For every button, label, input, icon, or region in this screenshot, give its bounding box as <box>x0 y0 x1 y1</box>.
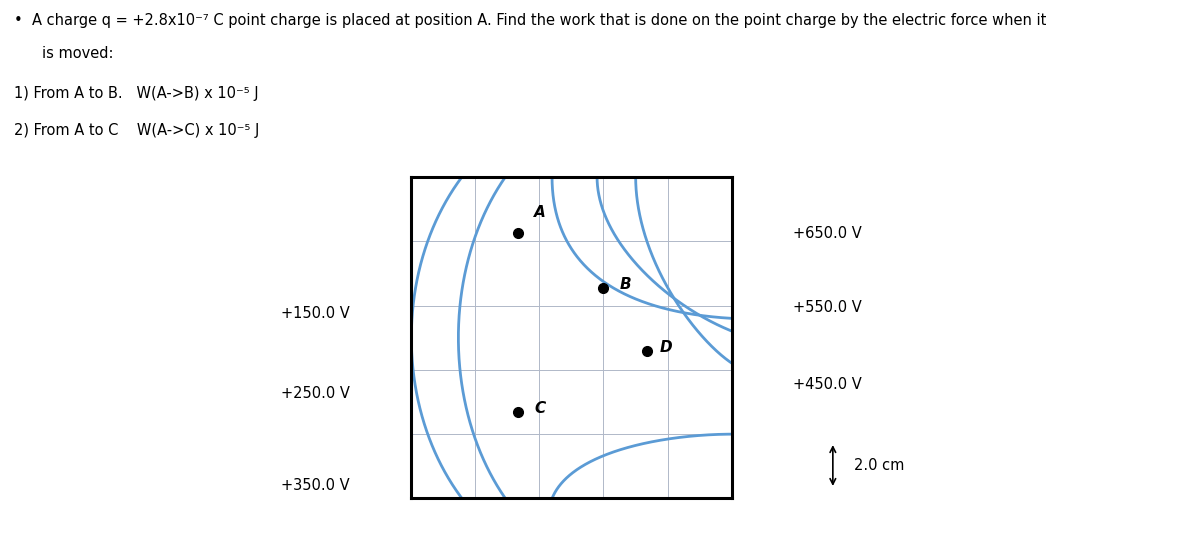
Text: is moved:: is moved: <box>42 46 114 61</box>
Text: +250.0 V: +250.0 V <box>282 386 350 401</box>
Text: B: B <box>620 277 631 292</box>
Text: 1) From A to B.   W(A->B) x 10⁻⁵ J: 1) From A to B. W(A->B) x 10⁻⁵ J <box>14 86 259 101</box>
Text: +450.0 V: +450.0 V <box>793 377 861 392</box>
Text: 2.0 cm: 2.0 cm <box>854 458 905 473</box>
Text: +550.0 V: +550.0 V <box>793 300 861 315</box>
Text: +150.0 V: +150.0 V <box>282 306 350 321</box>
Text: +350.0 V: +350.0 V <box>282 478 350 493</box>
Text: 2) From A to C    W(A->C) x 10⁻⁵ J: 2) From A to C W(A->C) x 10⁻⁵ J <box>14 123 259 138</box>
Text: D: D <box>660 340 673 355</box>
Text: C: C <box>535 401 545 416</box>
Text: A: A <box>535 205 547 220</box>
Text: +650.0 V: +650.0 V <box>793 226 861 241</box>
Text: •  A charge q = +2.8x10⁻⁷ C point charge is placed at position A. Find the work : • A charge q = +2.8x10⁻⁷ C point charge … <box>14 13 1046 28</box>
